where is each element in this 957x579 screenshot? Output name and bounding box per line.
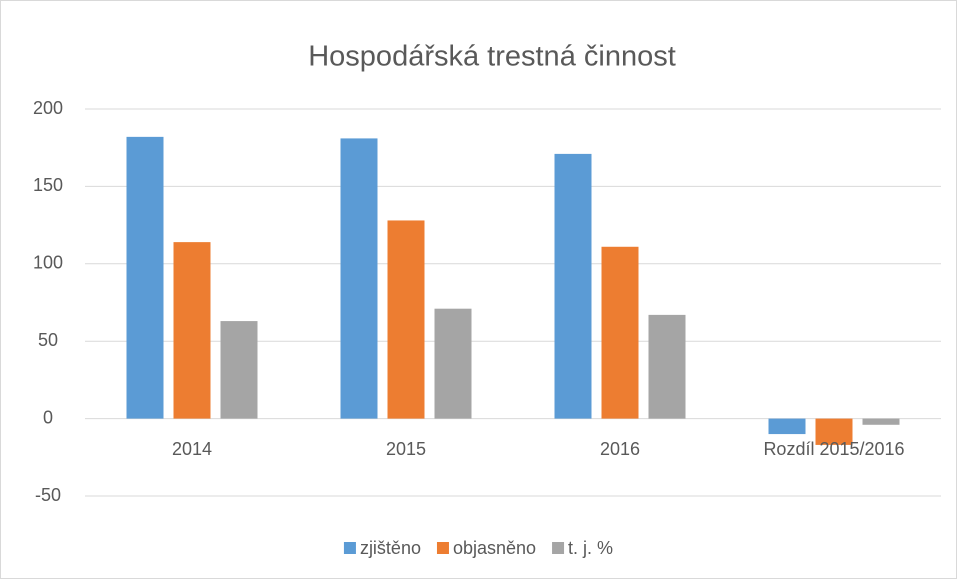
bar [434, 308, 472, 419]
x-tick-label: Rozdíl 2015/2016 [763, 439, 904, 459]
y-tick-label: -50 [35, 485, 61, 505]
y-tick-label: 150 [33, 175, 63, 195]
bar [340, 138, 378, 419]
bar [768, 418, 806, 435]
y-tick-label: 100 [33, 253, 63, 273]
bar [815, 418, 853, 445]
legend-swatch [343, 542, 356, 554]
bar [173, 242, 211, 419]
x-tick-label: 2015 [386, 439, 426, 459]
bar [220, 321, 258, 419]
y-tick-label: 200 [33, 98, 63, 118]
y-tick-label: 0 [43, 407, 53, 427]
legend-label: zjištěno [360, 538, 421, 558]
legend-swatch [436, 542, 449, 554]
bar [862, 418, 900, 425]
chart-title: Hospodářská trestná činnost [308, 41, 676, 73]
legend-swatch [552, 542, 565, 554]
y-tick-label: 50 [38, 330, 58, 350]
x-tick-label: 2014 [172, 439, 212, 459]
bar [648, 314, 686, 419]
legend-label: objasněno [453, 538, 536, 558]
bar [554, 153, 592, 419]
bar [601, 246, 639, 419]
bar [126, 136, 164, 419]
x-tick-label: 2016 [600, 439, 640, 459]
legend-label: t. j. % [568, 538, 613, 558]
bar [387, 220, 425, 419]
